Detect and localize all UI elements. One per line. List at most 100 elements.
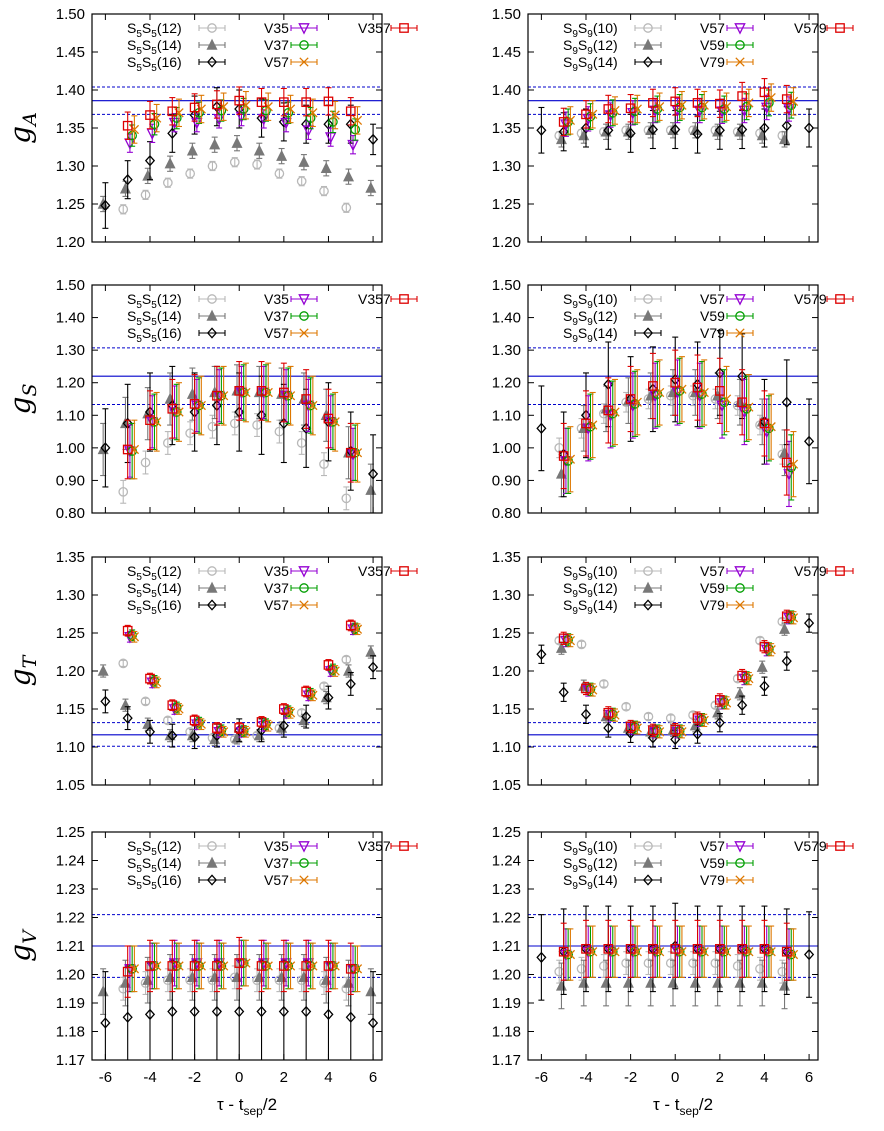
data-point	[643, 711, 654, 722]
legend-marker	[643, 294, 653, 304]
ytick-label: 1.20	[56, 663, 85, 680]
data-point	[145, 961, 155, 971]
legend-label: V57	[700, 838, 725, 854]
data-point	[779, 446, 791, 458]
data-point	[625, 944, 636, 954]
panel-gV-S5: 1.17 1.18 1.19 1.20 1.21 1.22 1.23 1.24 1.25 -6 -4…	[4, 824, 418, 1118]
data-point	[756, 660, 768, 672]
data-point	[253, 144, 265, 156]
data-point	[756, 976, 768, 988]
legend-label: V579	[794, 291, 827, 307]
panel-gV-S9: 1.17 1.18 1.19 1.20 1.21 1.22 1.23 1.24 1.25 -6 -4…	[492, 824, 854, 1118]
ytick-label: 1.35	[492, 120, 521, 137]
data-point	[301, 1005, 312, 1018]
legend-marker	[735, 875, 745, 885]
data-point	[759, 87, 770, 98]
legend-label: S9S9(12)	[563, 580, 618, 600]
legend-marker	[735, 311, 745, 321]
legend-marker	[735, 40, 745, 50]
data-point	[345, 620, 356, 631]
ytick-label: 1.15	[56, 701, 85, 718]
data-point	[296, 176, 307, 187]
data-point	[665, 713, 676, 723]
legend-label: V579	[794, 563, 827, 579]
legend-marker	[207, 23, 217, 33]
ytick-label: 1.05	[492, 777, 521, 794]
legend-marker	[399, 23, 409, 33]
data-point	[689, 976, 701, 988]
series-S5S5(12)	[118, 157, 352, 215]
data-point	[323, 413, 334, 424]
legend-label: V357	[358, 20, 391, 36]
legend-marker	[206, 856, 218, 868]
legend-label: S9S9(10)	[563, 838, 618, 858]
legend-marker	[299, 40, 309, 50]
ytick-label: 1.20	[56, 234, 85, 251]
data-point	[323, 96, 334, 107]
data-point	[667, 976, 679, 988]
ytick-label: 1.35	[56, 549, 85, 566]
y-axis-label: gS	[4, 384, 41, 415]
data-point	[119, 698, 131, 710]
legend-label: S5S5(12)	[127, 563, 182, 583]
data-point	[229, 157, 240, 168]
legend-label: V59	[700, 580, 725, 596]
data-point	[368, 661, 379, 673]
data-point	[368, 1017, 379, 1029]
legend-marker	[643, 841, 653, 851]
xtick-label: 4	[760, 1069, 768, 1086]
legend-marker	[642, 856, 654, 868]
legend-label: V59	[700, 855, 725, 871]
legend-label: S9S9(14)	[563, 325, 618, 345]
data-point	[737, 123, 748, 136]
data-point	[781, 457, 792, 468]
data-point	[365, 645, 377, 657]
data-point	[365, 985, 377, 997]
data-point	[301, 961, 312, 971]
series-V357	[122, 619, 356, 734]
y-axis-label: gA	[4, 112, 41, 144]
series-S5S5(14)	[97, 645, 377, 747]
legend-label: V59	[700, 308, 725, 324]
legend-marker	[734, 23, 746, 35]
ytick-label: 1.35	[56, 120, 85, 137]
data-point	[576, 639, 587, 650]
ytick-label: 1.18	[492, 1024, 521, 1041]
ytick-label: 1.20	[56, 967, 85, 984]
data-point	[118, 204, 129, 215]
data-point	[714, 386, 725, 396]
plot-frame	[527, 284, 819, 514]
data-point	[256, 386, 267, 396]
data-point	[737, 397, 748, 408]
data-point	[779, 979, 791, 991]
legend-marker	[642, 599, 654, 611]
legend-marker	[299, 311, 309, 321]
ytick-label: 1.30	[56, 158, 85, 175]
ytick-label: 1.17	[492, 1052, 521, 1069]
legend-label: S5S5(14)	[127, 308, 182, 328]
data-point	[621, 701, 632, 712]
legend-marker	[206, 874, 218, 886]
data-point	[164, 157, 176, 169]
data-point	[234, 1005, 245, 1018]
y-axis-label: gT	[4, 654, 41, 686]
ytick-label: 1.50	[492, 277, 521, 294]
series-V37	[127, 622, 361, 737]
legend-label: V35	[264, 20, 289, 36]
ytick-label: 1.21	[56, 938, 85, 955]
legend-label: S9S9(14)	[563, 54, 618, 74]
data-point	[144, 726, 156, 738]
data-point	[186, 387, 198, 399]
data-point	[252, 159, 262, 170]
legend-marker	[206, 581, 218, 593]
data-point	[189, 399, 200, 409]
ytick-label: 1.30	[492, 158, 521, 175]
legend-marker	[298, 566, 310, 578]
ytick-label: 1.30	[56, 342, 85, 359]
legend-marker	[206, 56, 218, 68]
xtick-label: -6	[99, 1069, 112, 1086]
data-points	[536, 609, 815, 750]
plot-frame	[527, 13, 819, 243]
